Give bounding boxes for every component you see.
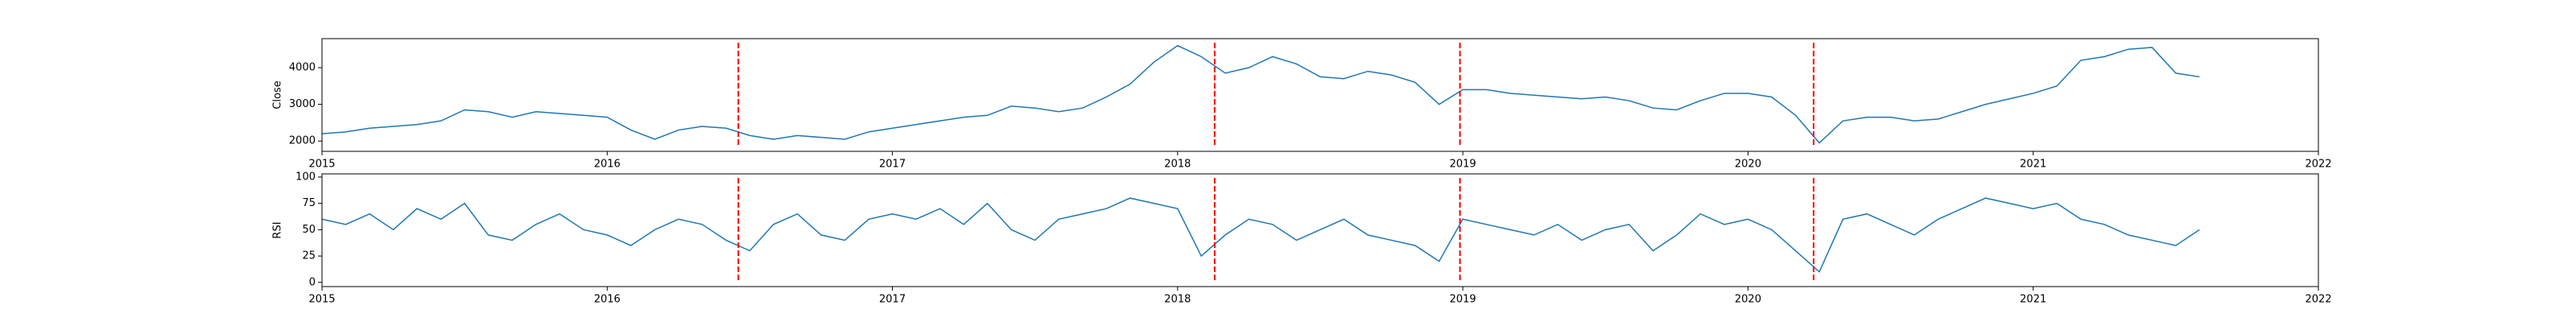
y-tick-label: 25 bbox=[302, 250, 316, 262]
y-tick-label: 0 bbox=[309, 276, 316, 288]
data-line bbox=[321, 197, 2200, 273]
x-tick-label: 2016 bbox=[594, 294, 621, 306]
x-tick-label: 2020 bbox=[1735, 294, 1761, 306]
x-tick-label: 2015 bbox=[308, 159, 335, 171]
y-tick-label: 2000 bbox=[289, 135, 316, 147]
axes-frame bbox=[321, 173, 2319, 287]
x-tick-label: 2017 bbox=[879, 159, 906, 171]
data-line bbox=[321, 44, 2200, 144]
x-tick-label: 2016 bbox=[594, 159, 621, 171]
x-tick-label: 2021 bbox=[2020, 159, 2046, 171]
x-tick-label: 2015 bbox=[308, 294, 335, 306]
x-tick-label: 2022 bbox=[2305, 159, 2331, 171]
y-tick-label: 100 bbox=[295, 171, 316, 183]
x-tick-label: 2021 bbox=[2020, 294, 2046, 306]
y-tick-label: 4000 bbox=[289, 62, 316, 74]
y-tick-label: 3000 bbox=[289, 98, 316, 110]
x-tick-label: 2020 bbox=[1735, 159, 1761, 171]
x-tick-label: 2019 bbox=[1450, 159, 1476, 171]
x-tick-label: 2022 bbox=[2305, 294, 2331, 306]
x-tick-label: 2018 bbox=[1164, 159, 1191, 171]
x-tick-label: 2018 bbox=[1164, 294, 1191, 306]
y-tick-label: 75 bbox=[302, 197, 316, 209]
axes-frame bbox=[321, 38, 2319, 152]
x-tick-label: 2017 bbox=[879, 294, 906, 306]
y-axis-label: Close bbox=[272, 80, 284, 109]
y-tick-label: 50 bbox=[302, 224, 316, 236]
x-tick-label: 2019 bbox=[1450, 294, 1476, 306]
y-axis-label: RSI bbox=[272, 221, 284, 238]
